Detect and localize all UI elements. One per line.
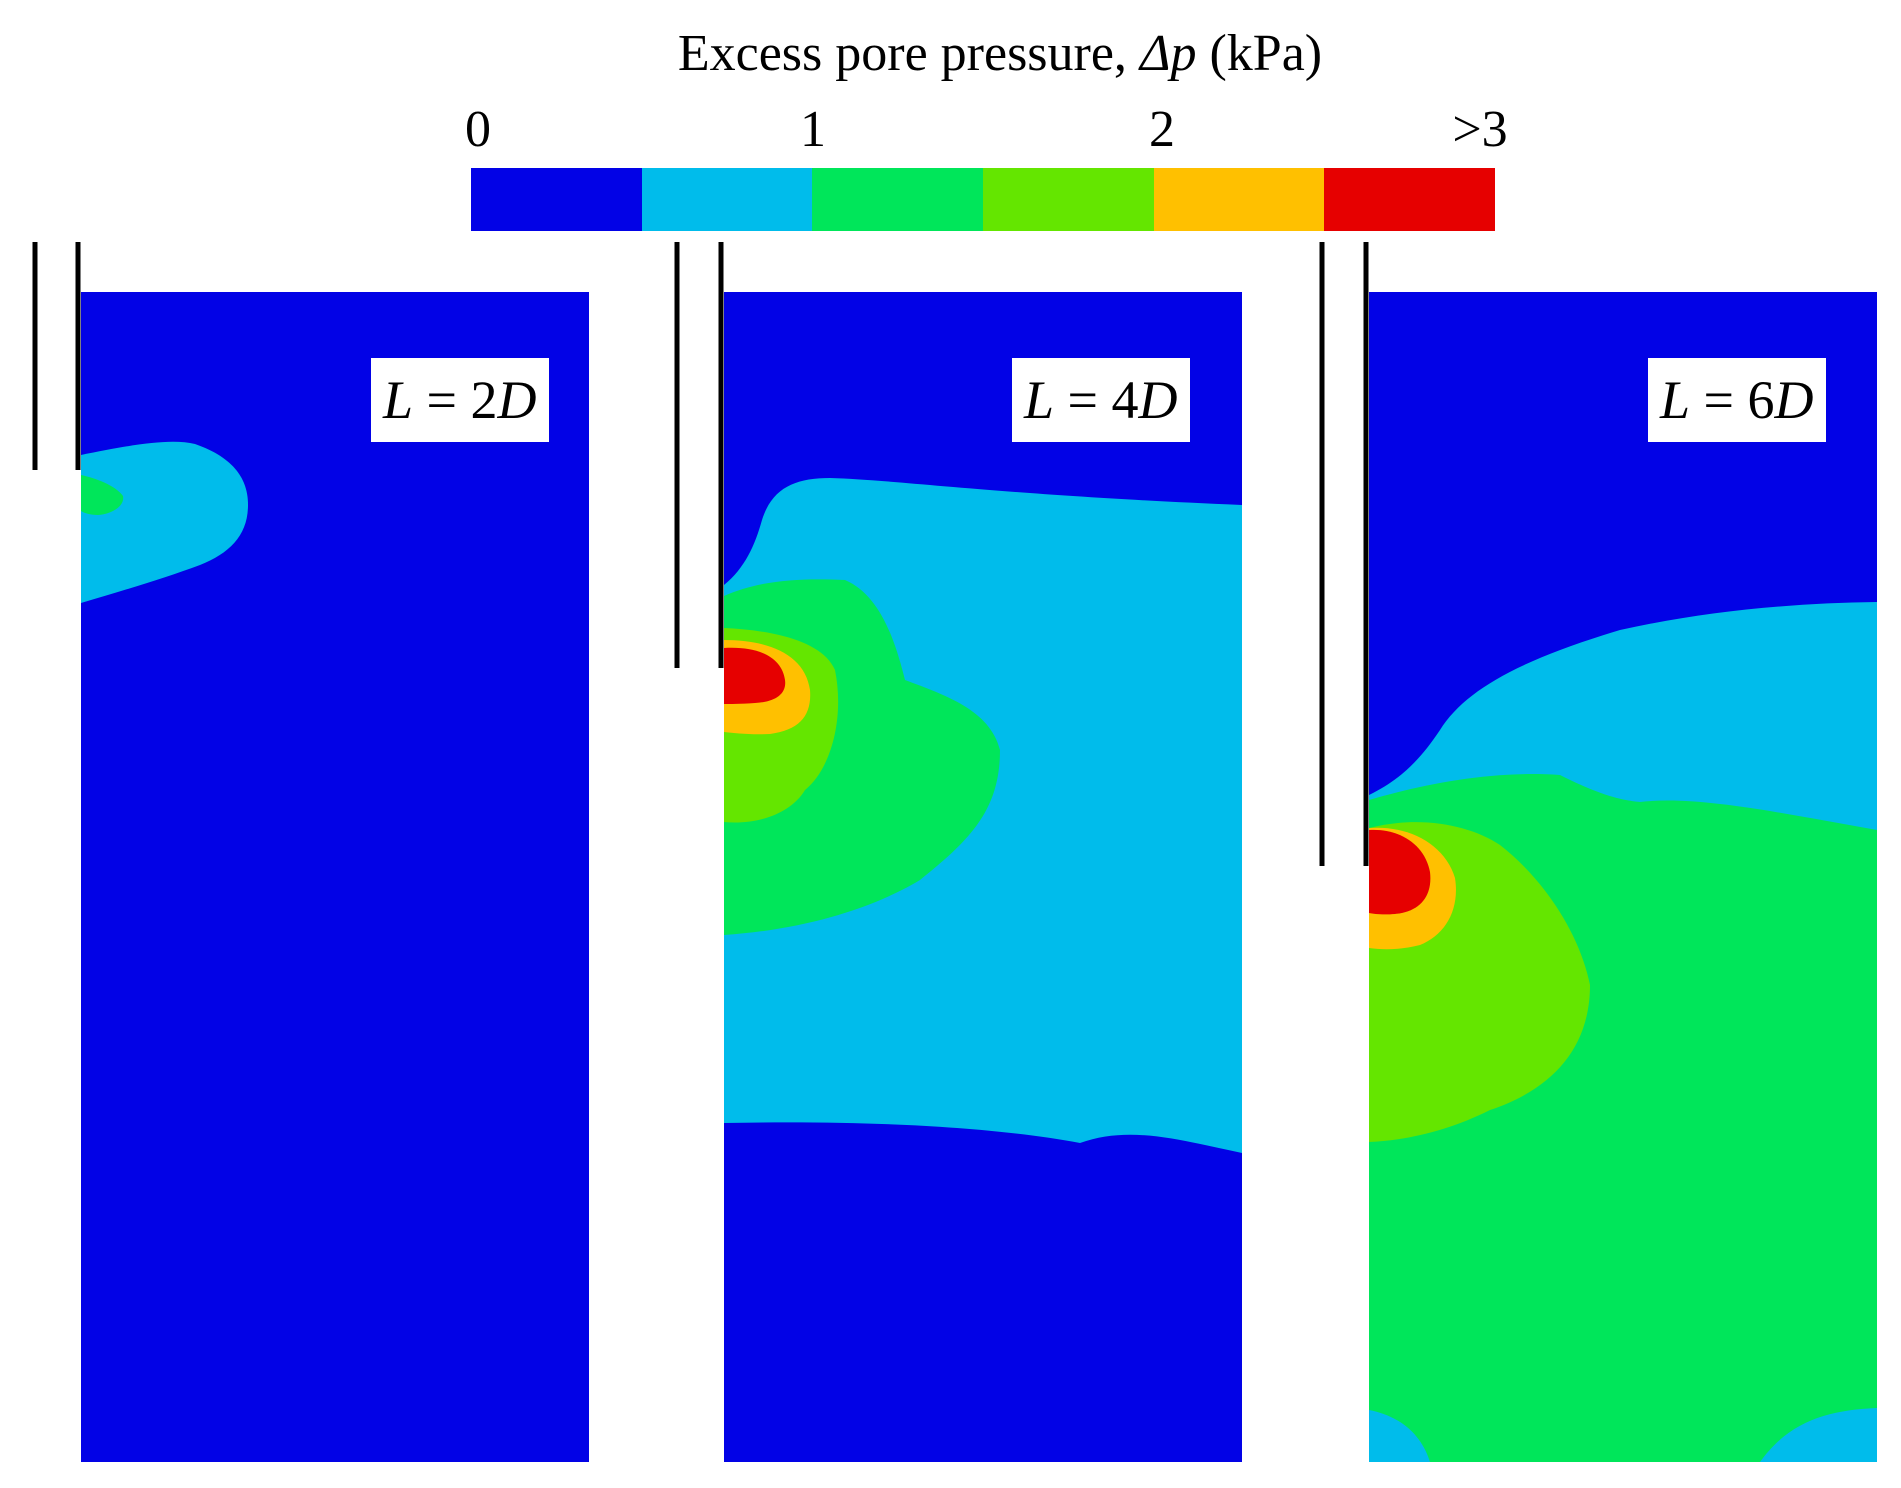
- colorbar-tick-1: 1: [800, 101, 826, 158]
- colorbar-level-0: [471, 168, 642, 231]
- panel-l2d-zone-level1: [81, 441, 248, 603]
- colorbar-title-unit: (kPa): [1196, 25, 1323, 82]
- panel-label-l6d: L = 6D: [1648, 358, 1826, 442]
- panel-l2d-contours: [32, 242, 589, 1462]
- panel-label-l2d: L = 2D: [371, 358, 549, 442]
- colorbar-level-4: [1153, 168, 1325, 231]
- panel-l6d-zone-level5: [1369, 829, 1431, 915]
- colorbar-title-text: Excess pore pressure,: [677, 25, 1140, 82]
- colorbar-title: Excess pore pressure, Δp (kPa): [500, 24, 1500, 83]
- colorbar-level-1: [641, 168, 813, 231]
- panel-l4d-contours: [674, 242, 1242, 1462]
- colorbar: [471, 168, 1496, 231]
- colorbar-title-symbol: Δp: [1139, 25, 1197, 82]
- colorbar-level-5: [1324, 168, 1496, 231]
- colorbar-level-2: [812, 168, 984, 231]
- panel-label-l4d: L = 4D: [1012, 358, 1190, 442]
- panel-l6d-contours: [1319, 242, 1877, 1462]
- colorbar-tick-3: >3: [1452, 101, 1508, 158]
- colorbar-tick-0: 0: [465, 101, 491, 158]
- colorbar-tick-2: 2: [1149, 101, 1175, 158]
- panel-l4d-zone-level5: [724, 647, 786, 704]
- panel-l2d-zone-level2: [81, 475, 124, 515]
- colorbar-level-3: [983, 168, 1154, 231]
